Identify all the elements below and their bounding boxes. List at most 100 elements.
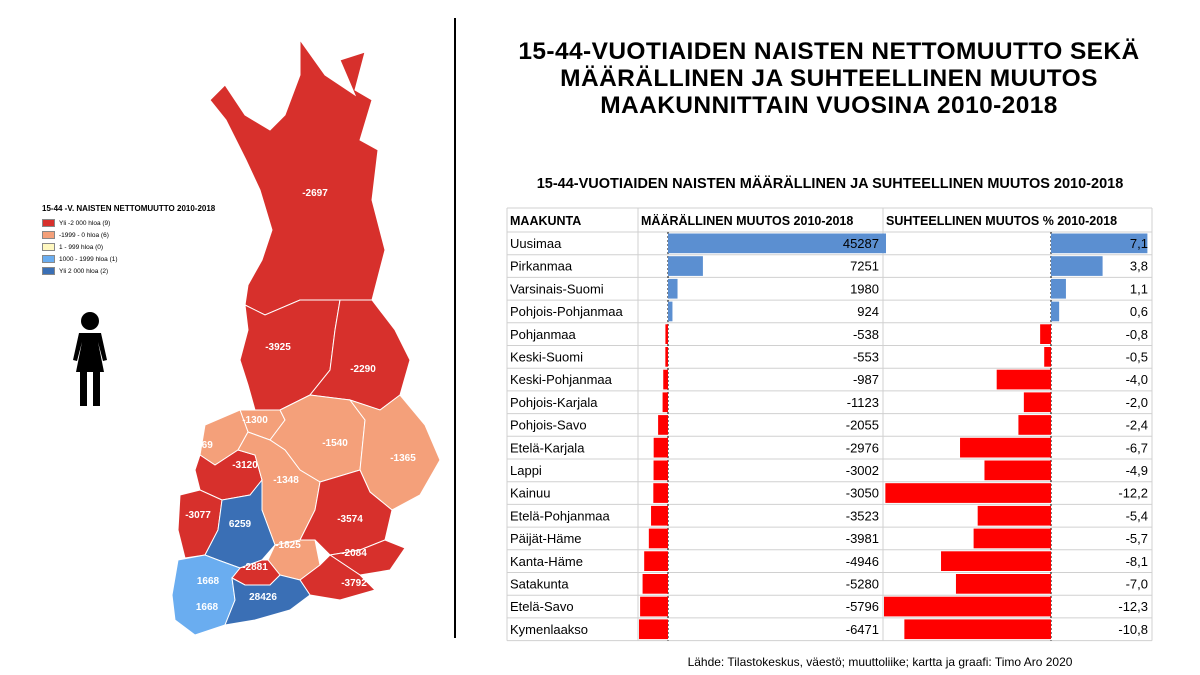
bar [884, 596, 1051, 617]
region-uusimaa [224, 574, 311, 626]
legend-label: Yli 2 000 hloa (2) [59, 267, 109, 275]
data-label: 1,1 [1130, 281, 1148, 296]
bar [960, 437, 1051, 458]
map-region-value: -3574 [337, 514, 363, 525]
bar [1051, 278, 1066, 299]
data-label: 1980 [850, 281, 879, 296]
bar [1051, 301, 1060, 322]
category-label: Keski-Suomi [510, 350, 583, 365]
category-label: Kymenlaakso [510, 622, 588, 637]
bar [653, 483, 668, 503]
bar [653, 460, 668, 481]
data-label: -5,4 [1126, 508, 1148, 523]
map-region-value: -1825 [275, 540, 301, 551]
map-region-value: 1668 [197, 576, 220, 587]
bar [1044, 347, 1051, 367]
data-label: -5280 [846, 577, 879, 592]
data-label: -4946 [846, 554, 879, 569]
column-header: MÄÄRÄLLINEN MUUTOS 2010-2018 [641, 213, 853, 228]
data-label: -2055 [846, 418, 879, 433]
map-region-value: -2881 [242, 562, 268, 573]
data-label: -3981 [846, 531, 879, 546]
bar [668, 233, 886, 254]
map-region-value: 6259 [229, 519, 252, 530]
bar [642, 574, 668, 594]
region-kymenlaakso [299, 554, 376, 601]
data-label: -12,2 [1118, 486, 1148, 501]
legend-swatch [42, 255, 55, 263]
data-label: -3050 [846, 486, 879, 501]
bar [663, 369, 668, 390]
map-region-value: -1540 [322, 438, 348, 449]
category-label: Pirkanmaa [510, 259, 573, 274]
data-label: -4,0 [1126, 372, 1148, 387]
bar [658, 415, 668, 435]
category-label: Kanta-Häme [510, 554, 583, 569]
column-header: MAAKUNTA [510, 214, 581, 228]
bar [668, 278, 678, 299]
bar [639, 619, 668, 640]
legend-swatch [42, 243, 55, 251]
bar [984, 460, 1051, 481]
data-label: -5,7 [1126, 531, 1148, 546]
chart-title: 15-44-VUOTIAIDEN NAISTEN MÄÄRÄLLINEN JA … [536, 176, 1124, 192]
legend-items: Yli -2 000 hloa (9) -1999 - 0 hloa (6) 1 -… [42, 217, 272, 277]
map-region-value: -3120 [232, 460, 258, 471]
category-label: Uusimaa [510, 236, 562, 251]
data-label: 924 [857, 304, 879, 319]
main-title-line-1: 15-44-VUOTIAIDEN NAISTEN NETTOMUUTTO SEK… [518, 38, 1140, 65]
data-label: -8,1 [1126, 554, 1148, 569]
bar [640, 596, 668, 617]
map-region-value: -3077 [185, 510, 211, 521]
source-note: Lähde: Tilastokeskus, väestö; muuttoliik… [687, 655, 1073, 669]
data-label: -10,8 [1118, 622, 1148, 637]
bar [1018, 415, 1051, 435]
map-region-value: -2084 [341, 548, 367, 559]
legend-label: -1999 - 0 hloa (6) [59, 231, 109, 239]
data-label: -3002 [846, 463, 879, 478]
category-label: Pohjois-Savo [510, 418, 587, 433]
legend-label: Yli -2 000 hloa (9) [59, 219, 111, 227]
map-region-value: -1769 [187, 440, 213, 451]
map-region-value: 28426 [249, 592, 277, 603]
main-title-line-2: MÄÄRÄLLINEN JA SUHTEELLINEN MUUTOS [560, 65, 1098, 92]
category-label: Lappi [510, 463, 542, 478]
data-label: -4,9 [1126, 463, 1148, 478]
data-label: 3,8 [1130, 259, 1148, 274]
woman-icon [73, 312, 107, 406]
category-label: Pohjois-Karjala [510, 395, 598, 410]
bar [644, 551, 668, 571]
bar [1023, 392, 1051, 413]
map-region-value: -3925 [265, 342, 291, 353]
bar [662, 392, 668, 413]
bar [885, 483, 1051, 503]
vertical-divider [454, 18, 456, 638]
legend-title: 15-44 -V. NAISTEN NETTOMUUTTO 2010-2018 [42, 204, 216, 213]
category-label: Keski-Pohjanmaa [510, 372, 613, 387]
category-label: Pohjanmaa [510, 327, 577, 342]
bar [904, 619, 1051, 640]
map-region-value: -2290 [350, 364, 376, 375]
data-label: -2,0 [1126, 395, 1148, 410]
data-label: 0,6 [1130, 304, 1148, 319]
data-label: -5796 [846, 599, 879, 614]
legend-label: 1000 - 1999 hloa (1) [59, 255, 118, 263]
data-label: -3523 [846, 508, 879, 523]
data-label: 7251 [850, 259, 879, 274]
finland-map-panel: -2697 -3925 -2290 -1300 -1769 -3120 -1540 -1365… [0, 0, 450, 675]
data-label: -538 [853, 327, 879, 342]
category-label: Satakunta [510, 577, 569, 592]
bar [651, 505, 668, 526]
legend-item: Yli 2 000 hloa (2) [42, 265, 272, 277]
legend-swatch [42, 231, 55, 239]
category-label: Etelä-Karjala [510, 440, 585, 455]
bar [1051, 256, 1103, 276]
map-region-value: -1348 [273, 475, 299, 486]
data-label: -0,8 [1126, 327, 1148, 342]
map-region-value: 1668 [196, 602, 219, 613]
category-label: Etelä-Pohjanmaa [510, 508, 610, 523]
data-label: -553 [853, 350, 879, 365]
data-label: -2976 [846, 440, 879, 455]
legend-label: 1 - 999 hloa (0) [59, 243, 104, 251]
data-label: 7,1 [1130, 236, 1148, 251]
